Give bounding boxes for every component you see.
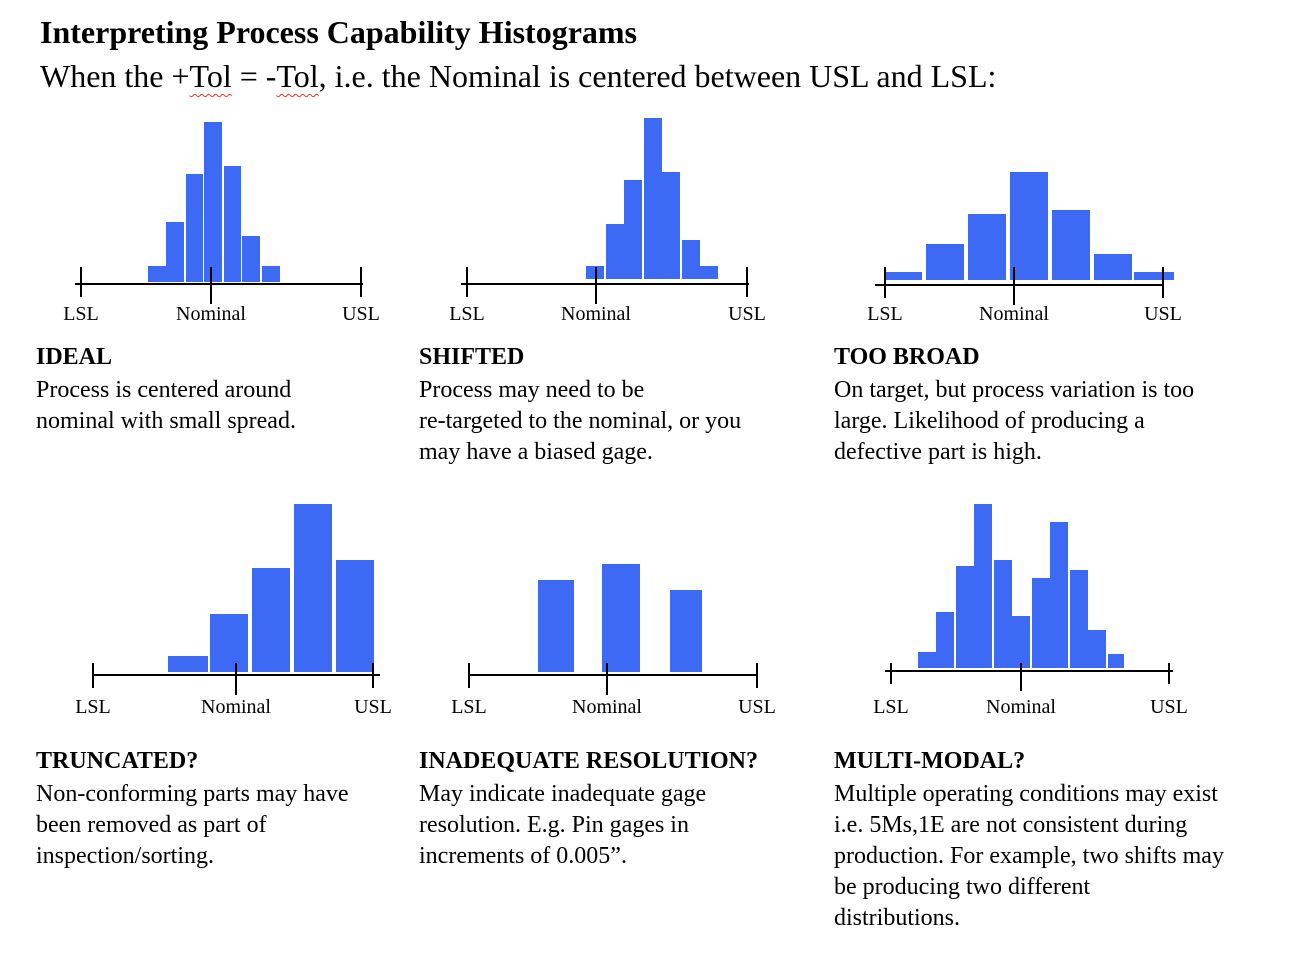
axis-label-usl: USL [728, 303, 766, 325]
histogram-bar-too-broad [1134, 272, 1174, 280]
histogram-bar-multi-modal [1032, 578, 1050, 668]
histogram-bar-ideal [166, 222, 184, 282]
panel-heading-inadequate-resolution: INADEQUATE RESOLUTION? [419, 748, 758, 774]
histogram-bar-shifted [682, 240, 700, 279]
histogram-bar-truncated [210, 614, 248, 672]
axis-label-usl: USL [1144, 303, 1182, 325]
histogram-bar-too-broad [885, 272, 922, 280]
histogram-bar-multi-modal [956, 566, 974, 668]
panel-heading-multi-modal: MULTI-MODAL? [834, 748, 1026, 774]
axis-label-lsl: LSL [449, 303, 485, 325]
subtitle-part: , i.e. the Nominal is centered between U… [318, 58, 997, 94]
histogram-bar-ideal [224, 166, 241, 282]
histogram-bar-shifted [606, 224, 624, 279]
axis-label-nominal: Nominal [561, 303, 631, 325]
panel-text-multi-modal: Multiple operating conditions may exist … [834, 781, 1224, 931]
page-title: Interpreting Process Capability Histogra… [40, 14, 637, 50]
panel-text-inadequate-resolution: May indicate inadequate gage resolution.… [419, 781, 707, 869]
histogram-bar-ideal [242, 236, 260, 282]
histogram-bar-ideal [186, 174, 203, 282]
histogram-bar-too-broad [968, 214, 1006, 280]
axis-label-lsl: LSL [867, 303, 903, 325]
panel-heading-shifted: SHIFTED [419, 344, 525, 370]
histogram-bar-truncated [252, 568, 290, 672]
histogram-bar-shifted [624, 180, 642, 279]
histogram-bar-ideal [262, 266, 280, 282]
histogram-bar-multi-modal [918, 652, 936, 668]
histogram-bar-too-broad [1010, 172, 1048, 280]
histogram-bar-multi-modal [1070, 570, 1088, 668]
axis-label-lsl: LSL [75, 696, 111, 718]
histogram-bar-ideal [148, 266, 166, 282]
histogram-bar-inadequate-resolution [670, 590, 702, 672]
histogram-bar-inadequate-resolution [602, 564, 640, 672]
axis-label-nominal: Nominal [979, 303, 1049, 325]
histogram-bar-inadequate-resolution [538, 580, 574, 672]
histogram-bar-too-broad [1052, 210, 1090, 280]
axis-label-usl: USL [354, 696, 392, 718]
panel-heading-ideal: IDEAL [36, 344, 113, 370]
histogram-bar-multi-modal [1108, 654, 1124, 668]
histogram-bar-multi-modal [936, 612, 954, 668]
panel-text-ideal: Process is centered around nominal with … [36, 377, 296, 434]
axis-label-nominal: Nominal [176, 303, 246, 325]
histogram-bar-truncated [336, 560, 374, 672]
subtitle-part: When the + [40, 58, 190, 94]
axis-label-lsl: LSL [63, 303, 99, 325]
histogram-bar-truncated [168, 656, 208, 672]
panel-text-shifted: Process may need to be re-targeted to th… [419, 377, 742, 465]
histogram-bar-too-broad [1094, 254, 1132, 280]
histogram-bar-multi-modal [1050, 522, 1068, 668]
panel-text-truncated: Non-conforming parts may have been remov… [36, 781, 349, 869]
page-subtitle: When the +Tol = -Tol, i.e. the Nominal i… [40, 58, 996, 95]
axis-label-usl: USL [342, 303, 380, 325]
histogram-bar-multi-modal [1088, 630, 1106, 668]
axis-label-nominal: Nominal [986, 696, 1056, 718]
axis-label-nominal: Nominal [572, 696, 642, 718]
histogram-bar-multi-modal [974, 504, 992, 668]
panel-heading-too-broad: TOO BROAD [834, 344, 980, 370]
histogram-bar-multi-modal [994, 560, 1012, 668]
histogram-bar-ideal [204, 122, 222, 282]
subtitle-tol-misspelled: Tol [189, 58, 232, 94]
histogram-bar-shifted [644, 118, 662, 279]
axis-label-lsl: LSL [451, 696, 487, 718]
histogram-bar-too-broad [926, 244, 964, 280]
histogram-bar-shifted [700, 266, 718, 279]
axis-label-usl: USL [738, 696, 776, 718]
axis-label-nominal: Nominal [201, 696, 271, 718]
panel-text-too-broad: On target, but process variation is too … [834, 377, 1195, 465]
histogram-bar-multi-modal [1012, 616, 1030, 668]
axis-label-lsl: LSL [873, 696, 909, 718]
histogram-bar-shifted [662, 172, 680, 279]
histogram-bar-truncated [294, 504, 332, 672]
panel-heading-truncated: TRUNCATED? [36, 748, 199, 774]
subtitle-tol-misspelled: Tol [276, 58, 319, 94]
axis-label-usl: USL [1150, 696, 1188, 718]
subtitle-part: = - [231, 58, 277, 94]
